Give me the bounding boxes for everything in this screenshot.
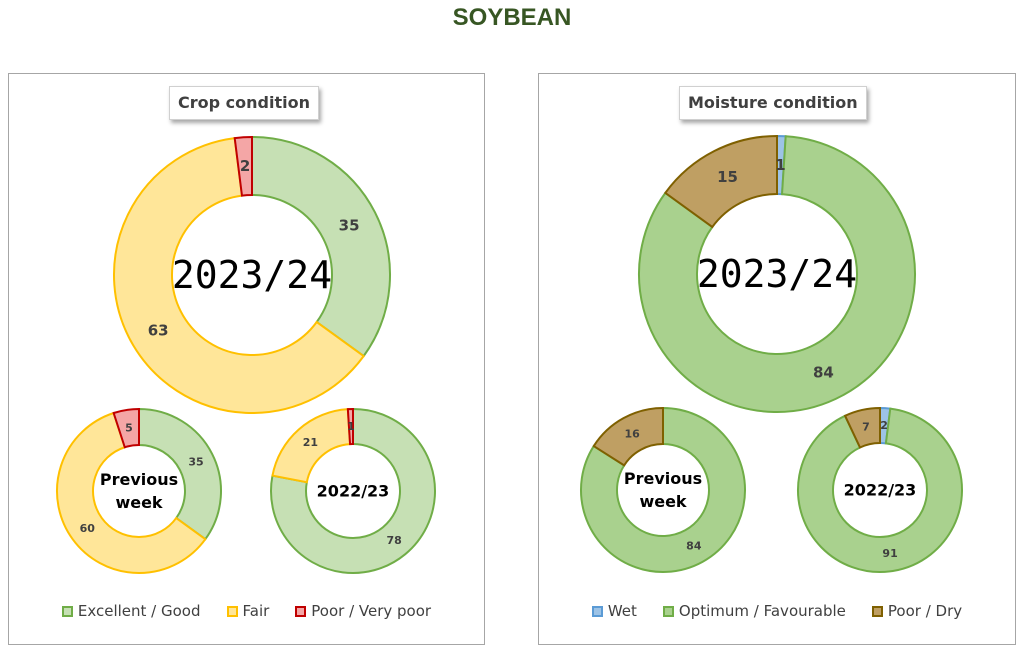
segment-value-label: 21 [303, 436, 318, 449]
donut-center-label: 2023/24 [697, 252, 857, 296]
legend-swatch-poor-very-poor [295, 605, 307, 617]
segment-value-label: 84 [813, 364, 834, 382]
moisture-condition-panel: 1 84 15 2023/24 84 16 Previous week 2 91 7 2022/23 … [538, 73, 1016, 645]
donut-center-label: Previous week [100, 470, 178, 512]
donut-3: 2 91 7 2022/23 [797, 406, 963, 573]
crop-condition-chart: 35 63 2 2023/24 35 60 5 Previous week 78 21 1 2022/2… [56, 135, 436, 574]
segment-value-label: 15 [717, 168, 738, 186]
segment-value-label: 35 [339, 217, 360, 235]
legend-swatch-fair [226, 605, 238, 617]
legend-label: Poor / Dry [887, 602, 963, 620]
donut-segment-poor-dry [592, 406, 664, 467]
segment-value-label: 35 [188, 455, 203, 468]
legend-label: Wet [607, 602, 637, 620]
donut-segment-excellent-good [251, 135, 391, 358]
segment-value-label: 1 [347, 420, 355, 433]
donut-segment-poor-very-poor [346, 407, 354, 446]
segment-value-label: 7 [862, 421, 870, 434]
moisture-condition-chart: 1 84 15 2023/24 84 16 Previous week 2 91 7 2022/23 [580, 134, 963, 573]
legend-item-poor-very-poor: Poor / Very poor [295, 602, 431, 620]
segment-value-label: 16 [625, 427, 641, 440]
donut-segment-excellent-good [270, 407, 436, 574]
segment-value-label: 5 [125, 421, 133, 434]
crop-condition-title: Crop condition [169, 86, 319, 120]
legend-swatch-excellent-good [61, 605, 73, 617]
legend-label: Optimum / Favourable [678, 602, 846, 620]
legend-item-fair: Fair [226, 602, 270, 620]
donut-segment-optimum-favourable [797, 407, 963, 573]
legend-swatch-wet [591, 605, 603, 617]
segment-value-label: 84 [686, 540, 702, 553]
crop-condition-panel: 35 63 2 2023/24 35 60 5 Previous week 78 21 1 2022/2… [8, 73, 485, 645]
segment-value-label: 1 [775, 156, 785, 174]
donut-center-label: 2022/23 [844, 481, 917, 500]
donut-segment-optimum-favourable [638, 135, 916, 413]
segment-value-label: 63 [148, 321, 169, 339]
moisture-condition-legend: Wet Optimum / Favourable Poor / Dry [539, 602, 1015, 620]
page-title: SOYBEAN [452, 4, 572, 31]
legend-item-excellent-good: Excellent / Good [61, 602, 201, 620]
donut-1: 35 63 2 2023/24 [113, 135, 391, 414]
crop-condition-legend: Excellent / Good Fair Poor / Very poor [9, 602, 484, 620]
donut-segment-poor-very-poor [233, 135, 253, 197]
legend-label: Excellent / Good [77, 602, 201, 620]
donut-segment-excellent-good [138, 407, 222, 541]
donut-center-label: 2023/24 [172, 253, 332, 297]
moisture-condition-title: Moisture condition [679, 86, 867, 120]
legend-item-poor-dry: Poor / Dry [871, 602, 963, 620]
donut-segment-fair [113, 136, 366, 414]
legend-label: Poor / Very poor [311, 602, 432, 620]
legend-swatch-optimum-favourable [662, 605, 674, 617]
donut-2: 35 60 5 Previous week [56, 407, 222, 574]
donut-2: 84 16 Previous week [580, 406, 746, 573]
donut-segment-fair [56, 411, 207, 574]
legend-item-optimum-favourable: Optimum / Favourable [662, 602, 846, 620]
donut-segment-poor-very-poor [112, 407, 140, 449]
donut-1: 1 84 15 2023/24 [638, 134, 916, 413]
legend-label: Fair [242, 602, 270, 620]
donut-segment-optimum-favourable [580, 406, 746, 573]
segment-value-label: 2 [240, 157, 250, 175]
segment-value-label: 78 [386, 534, 401, 547]
donut-3: 78 21 1 2022/23 [270, 407, 436, 574]
donut-center-label: Previous week [624, 469, 702, 511]
donut-segment-poor-dry [663, 134, 778, 229]
segment-value-label: 91 [882, 547, 897, 560]
donut-center-label: 2022/23 [317, 482, 390, 501]
legend-item-wet: Wet [591, 602, 637, 620]
legend-swatch-poor-dry [871, 605, 883, 617]
segment-value-label: 2 [880, 419, 888, 432]
donut-segment-poor-dry [843, 406, 881, 449]
segment-value-label: 60 [80, 522, 96, 535]
